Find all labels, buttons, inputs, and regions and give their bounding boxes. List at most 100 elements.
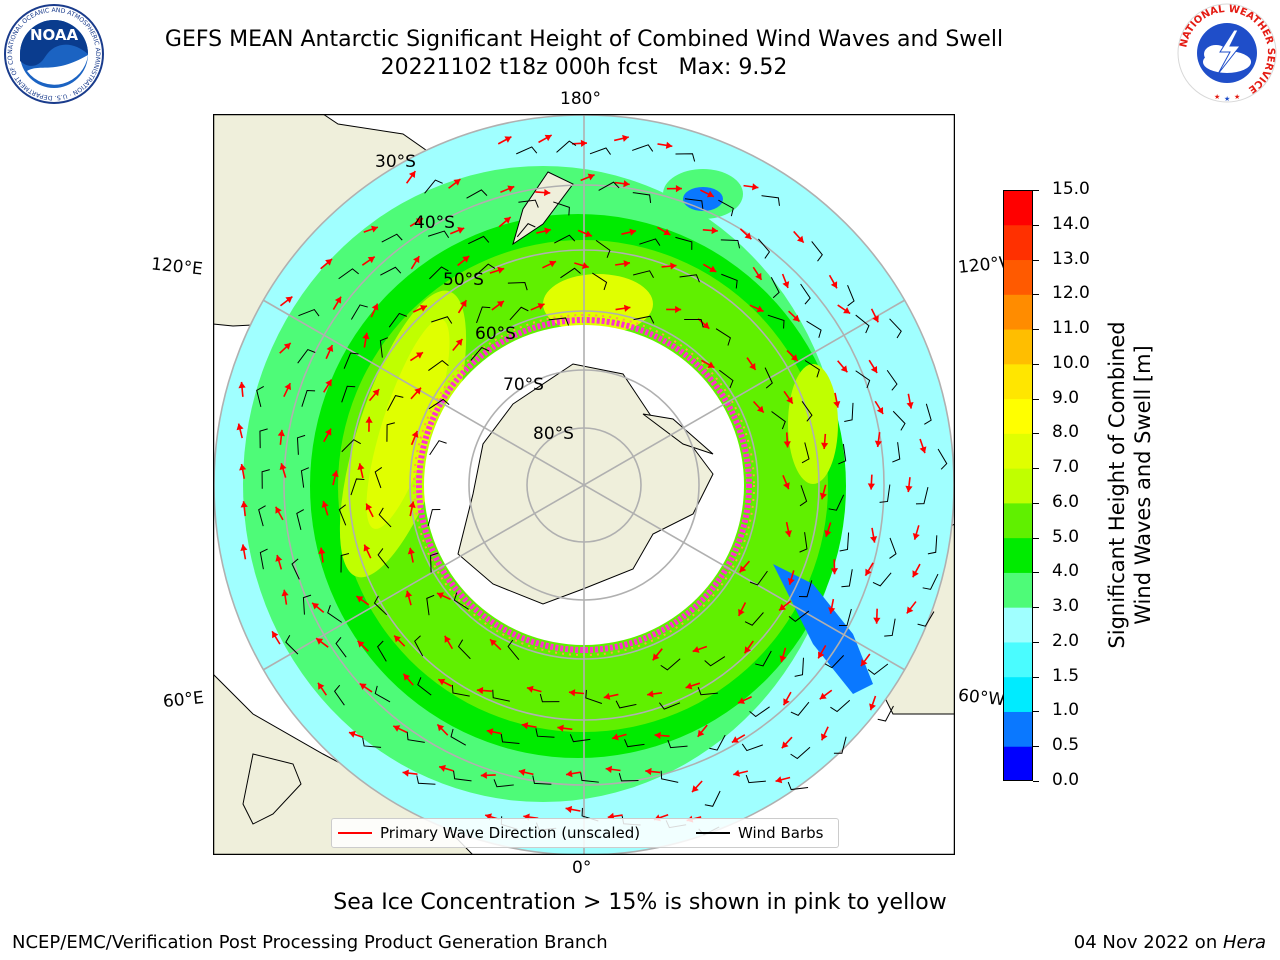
colorbar-tick-label: 13.0	[1052, 248, 1090, 269]
wave-direction-arrow	[621, 228, 637, 236]
wave-direction-arrow	[361, 256, 376, 266]
wave-direction-arrow	[357, 640, 369, 652]
colorbar-segment	[1003, 433, 1033, 469]
wind-barb	[830, 699, 851, 713]
wind-barb	[343, 352, 359, 369]
wind-barb	[431, 316, 453, 324]
wind-barb	[659, 702, 681, 710]
colorbar-title-line1: Significant Height of Combined	[1105, 321, 1129, 649]
wind-barb	[374, 685, 391, 703]
wave-direction-arrow	[697, 724, 708, 738]
wave-direction-arrow	[277, 429, 285, 445]
wind-barb	[374, 467, 383, 489]
wave-direction-arrow	[860, 653, 871, 667]
wave-direction-arrow	[538, 134, 553, 144]
wind-barb	[937, 448, 948, 470]
colorbar-tick-label: 1.0	[1052, 700, 1080, 721]
wind-barb	[855, 314, 870, 334]
wind-barb	[806, 320, 822, 338]
colorbar-tick-mark	[1033, 224, 1039, 226]
colorbar-title: Significant Height of Combined Wind Wave…	[1104, 321, 1156, 648]
wind-barb	[507, 639, 520, 660]
wave-direction-arrow	[317, 682, 328, 696]
wave-direction-arrow	[743, 640, 754, 654]
wave-direction-arrow	[787, 570, 795, 585]
wave-direction-arrow	[783, 432, 791, 448]
parallel-label-80s: 80°S	[533, 424, 574, 444]
wind-barb	[618, 773, 639, 782]
wind-barb	[828, 494, 845, 511]
wind-barb	[889, 318, 902, 339]
wind-barb	[338, 268, 359, 280]
wave-direction-arrow	[702, 226, 718, 235]
wind-barb	[548, 317, 570, 326]
wind-barb	[406, 731, 425, 743]
run-date: 04 Nov 2022 on Hera	[1074, 932, 1266, 953]
wind-barb	[585, 689, 603, 704]
wind-barb	[884, 618, 896, 637]
noaa-logo: NATIONAL OCEANIC AND ATMOSPHERIC ADMINIS…	[3, 3, 104, 104]
wind-barb	[539, 693, 560, 703]
legend-item-wave-direction: Primary Wave Direction (unscaled)	[338, 824, 640, 842]
wind-barb	[468, 235, 490, 245]
wave-direction-swatch	[338, 832, 372, 834]
wind-barb	[917, 611, 935, 627]
wave-direction-arrow	[437, 678, 453, 687]
wind-barb	[715, 328, 731, 346]
wave-direction-arrow	[323, 428, 332, 443]
wind-barb	[799, 485, 808, 507]
wind-barb	[387, 395, 404, 411]
wave-direction-arrow	[457, 299, 468, 314]
svg-text:NOAA: NOAA	[30, 26, 79, 44]
colorbar-tick-label: 5.0	[1052, 526, 1080, 547]
wind-barb	[660, 770, 679, 783]
wind-barb	[300, 467, 310, 488]
wave-direction-arrow	[869, 695, 877, 711]
colorbar-tick-label: 0.0	[1052, 770, 1080, 790]
wave-direction-arrow	[410, 430, 419, 446]
colorbar-tick-mark	[1033, 746, 1039, 748]
wave-direction-arrow	[737, 602, 747, 617]
wind-barb	[554, 234, 576, 244]
wind-barb	[451, 684, 470, 697]
wave-direction-arrow	[820, 726, 829, 741]
wave-direction-arrow	[873, 608, 881, 624]
wind-barb	[592, 272, 608, 291]
colorbar-segment	[1003, 746, 1033, 781]
wave-direction-arrow	[577, 229, 593, 238]
wave-direction-arrow	[542, 260, 557, 269]
chart-subtitle: 20221102 t18z 000h fcst Max: 9.52	[380, 55, 788, 80]
wave-direction-arrow	[409, 217, 424, 227]
wave-direction-arrow	[614, 180, 630, 188]
madagascar-land	[242, 753, 302, 825]
wind-barb	[428, 398, 450, 410]
wind-barb	[867, 663, 889, 675]
wind-barb	[335, 636, 347, 658]
wave-direction-arrow	[657, 141, 673, 149]
sea-ice-note: Sea Ice Concentration > 15% is shown in …	[333, 890, 947, 915]
wind-barb	[790, 701, 810, 716]
wind-barb	[709, 734, 726, 751]
wind-barb	[386, 422, 395, 442]
wave-direction-arrow	[530, 303, 545, 311]
wind-barb	[755, 650, 772, 667]
colorbar-tick-mark	[1033, 641, 1039, 643]
colorbar-segment	[1003, 224, 1033, 261]
wave-direction-arrow	[906, 601, 917, 614]
wind-barb	[633, 315, 655, 324]
legend-label-wind-barbs: Wind Barbs	[738, 824, 824, 842]
wave-direction-arrow	[905, 477, 913, 493]
wave-direction-arrow	[700, 359, 715, 369]
wind-barb	[453, 592, 469, 610]
wind-barb	[414, 635, 424, 657]
wind-barb	[745, 774, 766, 784]
colorbar-tick-mark	[1033, 398, 1039, 400]
wave-direction-arrow	[498, 216, 512, 228]
wind-barb	[639, 238, 661, 246]
wave-direction-arrow	[486, 728, 502, 736]
wind-barb-swatch	[696, 832, 730, 834]
wind-barb	[794, 657, 804, 677]
wind-barb	[258, 505, 266, 527]
colorbar-segment	[1003, 294, 1033, 330]
wind-barb	[741, 743, 764, 752]
